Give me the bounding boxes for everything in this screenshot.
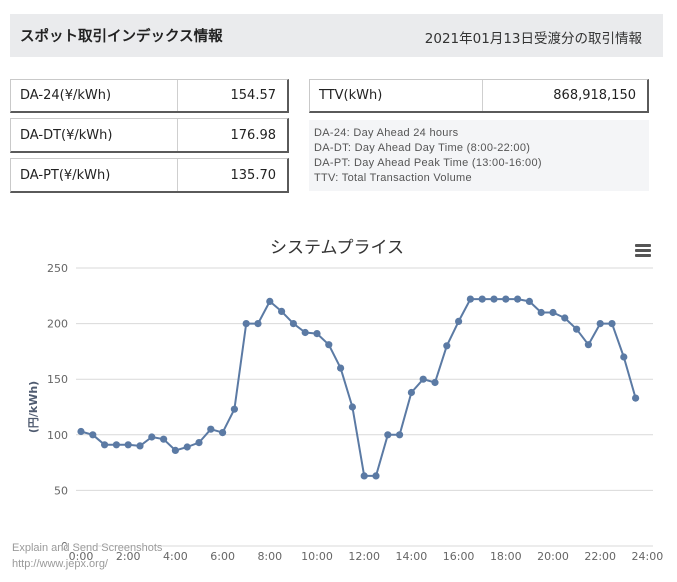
definition-ttv: TTV: Total Transaction Volume [314, 172, 472, 184]
data-point[interactable] [278, 307, 286, 315]
data-point[interactable] [313, 330, 321, 338]
data-point[interactable] [514, 295, 522, 303]
grid-lines [76, 267, 653, 547]
data-point[interactable] [230, 405, 238, 413]
data-point[interactable] [242, 320, 250, 328]
page-header: スポット取引インデックス情報 2021年01月13日受渡分の取引情報 [10, 14, 663, 57]
data-point[interactable] [337, 364, 345, 372]
data-point[interactable] [195, 439, 203, 447]
y-tick-label: 150 [47, 373, 68, 386]
data-point[interactable] [148, 433, 156, 441]
data-point[interactable] [348, 403, 356, 411]
data-point[interactable] [183, 443, 191, 451]
data-point[interactable] [561, 314, 569, 322]
page-title: スポット取引インデックス情報 [20, 29, 223, 45]
data-point[interactable] [219, 429, 227, 437]
data-point[interactable] [549, 308, 557, 317]
data-point[interactable] [254, 320, 262, 328]
data-point[interactable] [101, 441, 109, 449]
data-point[interactable] [124, 441, 132, 449]
price-series [77, 295, 640, 480]
data-point[interactable] [407, 388, 415, 397]
ttv-label: TTV(kWh) [310, 80, 483, 111]
ttv-box: TTV(kWh) 868,918,150 [309, 79, 649, 113]
watermark-line1: Explain and Send Screenshots [12, 542, 163, 554]
data-point[interactable] [266, 297, 274, 305]
data-point[interactable] [573, 325, 581, 333]
dapt-index-box: DA-PT(¥/kWh) 135.70 [10, 158, 289, 193]
dadt-label: DA-DT(¥/kWh) [11, 119, 178, 151]
data-point[interactable] [431, 378, 439, 387]
dapt-value: 135.70 [230, 167, 277, 183]
delivery-date-info: 2021年01月13日受渡分の取引情報 [424, 31, 642, 47]
da24-index-box: DA-24(¥/kWh) 154.57 [10, 79, 289, 113]
x-tick-label: 2:00 [116, 550, 141, 563]
data-point[interactable] [632, 394, 640, 402]
y-axis-title: (円/kWh) [27, 381, 40, 433]
data-point[interactable] [112, 441, 120, 449]
x-tick-label: 22:00 [584, 550, 616, 563]
data-point[interactable] [608, 320, 616, 328]
x-tick-label: 0:00 [69, 550, 94, 563]
da24-value: 154.57 [230, 88, 277, 103]
x-tick-label: 4:00 [163, 550, 188, 563]
data-point[interactable] [289, 320, 297, 328]
data-point[interactable] [466, 295, 474, 303]
x-tick-label: 24:00 [632, 550, 664, 563]
data-point[interactable] [455, 317, 463, 325]
x-tick-label: 18:00 [490, 550, 522, 563]
watermark-line2: http://www.jepx.org/ [12, 558, 108, 570]
y-tick-label: 250 [47, 262, 68, 275]
data-point[interactable] [525, 297, 534, 305]
y-axis-labels: 0 50 100 150 200 250 [47, 262, 68, 553]
data-point[interactable] [136, 442, 144, 450]
data-point[interactable] [77, 427, 85, 436]
data-point[interactable] [301, 328, 309, 337]
data-point[interactable] [372, 472, 380, 480]
x-tick-label: 10:00 [301, 550, 333, 563]
ttv-value: 868,918,150 [553, 88, 636, 103]
x-tick-label: 20:00 [537, 550, 569, 563]
dadt-value: 176.98 [230, 127, 277, 143]
y-tick-label: 100 [47, 429, 68, 442]
x-tick-label: 16:00 [443, 550, 475, 563]
data-point[interactable] [384, 431, 392, 439]
data-point[interactable] [490, 295, 498, 303]
data-point[interactable] [419, 375, 427, 383]
data-point[interactable] [207, 425, 215, 433]
dapt-label: DA-PT(¥/kWh) [11, 159, 178, 191]
x-axis-labels: 0:00 2:00 4:00 6:00 8:00 10:00 12:00 14:00 16:00… [69, 550, 664, 563]
system-price-chart: システムプライス (円/kWh) 0 50 100 150 200 250 0:00 2:0… [27, 238, 664, 563]
chart-title: システムプライス [270, 238, 404, 258]
chart-menu-button[interactable] [634, 243, 652, 257]
data-point[interactable] [89, 431, 97, 439]
x-tick-label: 14:00 [396, 550, 428, 563]
data-point[interactable] [620, 353, 628, 361]
da24-label: DA-24(¥/kWh) [11, 80, 178, 111]
y-tick-label: 50 [54, 484, 68, 497]
x-tick-label: 6:00 [210, 550, 235, 563]
definition-dapt: DA-PT: Day Ahead Peak Time (13:00-16:00) [314, 157, 542, 169]
dadt-index-box: DA-DT(¥/kWh) 176.98 [10, 118, 289, 153]
y-tick-label: 200 [47, 318, 68, 331]
data-point[interactable] [443, 342, 451, 350]
data-point[interactable] [584, 341, 593, 349]
index-definitions: DA-24: Day Ahead 24 hours DA-DT: Day Ahe… [309, 120, 649, 191]
x-tick-label: 12:00 [348, 550, 380, 563]
data-point[interactable] [325, 341, 333, 349]
data-point[interactable] [502, 295, 510, 303]
data-point[interactable] [171, 446, 179, 454]
data-point[interactable] [596, 320, 604, 328]
y-tick-label: 0 [61, 540, 68, 553]
definition-da24: DA-24: Day Ahead 24 hours [314, 127, 459, 139]
data-point[interactable] [537, 308, 545, 317]
series-line [80, 298, 637, 477]
data-point[interactable] [478, 295, 486, 303]
data-point[interactable] [396, 431, 404, 439]
definition-dadt: DA-DT: Day Ahead Day Time (8:00-22:00) [314, 142, 531, 154]
data-point[interactable] [160, 435, 168, 443]
data-point[interactable] [360, 472, 368, 480]
x-tick-label: 8:00 [257, 550, 282, 563]
